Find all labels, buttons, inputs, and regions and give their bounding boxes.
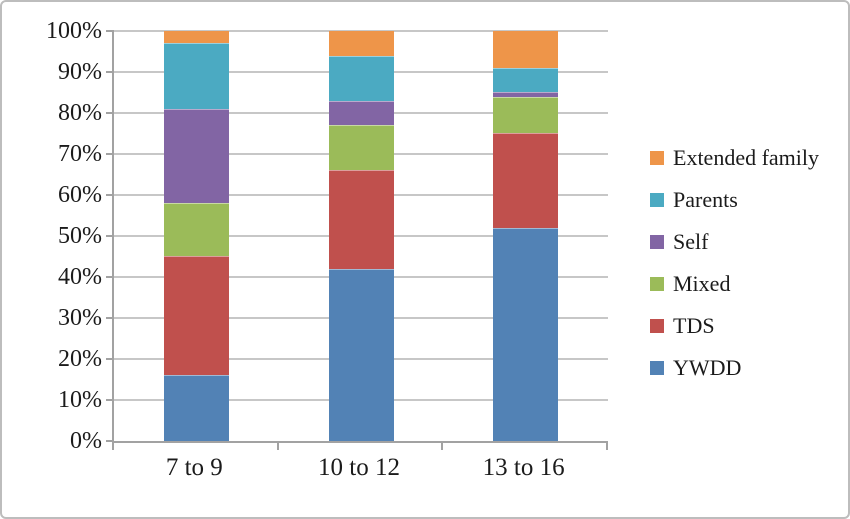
bar-7-to-9 bbox=[163, 31, 229, 441]
legend-label: YWDD bbox=[673, 355, 742, 380]
y-axis-tick-50 bbox=[106, 235, 114, 237]
legend: Extended family Parents Self Mixed TDS YWDD bbox=[650, 137, 819, 389]
segment-self bbox=[493, 92, 559, 97]
legend-swatch-icon bbox=[650, 235, 664, 249]
legend-label: Self bbox=[673, 229, 709, 254]
legend-label: Extended family bbox=[673, 145, 820, 170]
segment-tds bbox=[328, 170, 394, 269]
segment-self bbox=[163, 108, 229, 204]
y-axis-tick-70 bbox=[106, 153, 114, 155]
segment-ywdd bbox=[163, 375, 229, 441]
legend-item-extended-family: Extended family bbox=[650, 137, 819, 179]
y-axis-tick-60 bbox=[106, 194, 114, 196]
x-axis-label-13-to-16: 13 to 16 bbox=[482, 454, 565, 481]
y-axis-tick-80 bbox=[106, 112, 114, 114]
plot-area bbox=[112, 30, 608, 443]
legend-item-tds: TDS bbox=[650, 305, 819, 347]
x-axis-label-10-to-12: 10 to 12 bbox=[318, 454, 400, 481]
x-axis-label-7-to-9: 7 to 9 bbox=[165, 454, 223, 481]
y-axis-label-40: 40% bbox=[58, 264, 102, 290]
segment-tds bbox=[163, 256, 229, 376]
segment-parents bbox=[328, 55, 394, 101]
legend-swatch-icon bbox=[650, 193, 664, 207]
y-axis-label-60: 60% bbox=[58, 182, 102, 208]
segment-extended-family bbox=[163, 31, 229, 44]
y-axis-label-90: 90% bbox=[58, 59, 102, 85]
y-axis-tick-0 bbox=[106, 440, 114, 442]
legend-item-self: Self bbox=[650, 221, 819, 263]
x-axis-tick-1 bbox=[276, 443, 279, 450]
segment-mixed bbox=[493, 96, 559, 134]
segment-mixed bbox=[163, 203, 229, 257]
segment-extended-family bbox=[328, 31, 394, 56]
y-axis-label-100: 100% bbox=[46, 18, 102, 44]
legend-label: Parents bbox=[673, 187, 738, 212]
segment-extended-family bbox=[493, 31, 559, 68]
segment-parents bbox=[493, 67, 559, 93]
x-axis-tick-3 bbox=[606, 443, 608, 450]
segment-parents bbox=[163, 43, 229, 109]
y-axis-label-80: 80% bbox=[58, 100, 102, 126]
y-axis-tick-30 bbox=[106, 317, 114, 319]
segment-ywdd bbox=[328, 268, 394, 441]
y-axis-tick-90 bbox=[106, 71, 114, 73]
y-axis-tick-40 bbox=[106, 276, 114, 278]
y-axis-tick-20 bbox=[106, 358, 114, 360]
bar-10-to-12 bbox=[328, 31, 394, 441]
y-axis-label-0: 0% bbox=[70, 428, 102, 454]
legend-swatch-icon bbox=[650, 361, 664, 375]
segment-mixed bbox=[328, 125, 394, 171]
segment-ywdd bbox=[493, 227, 559, 441]
legend-swatch-icon bbox=[650, 319, 664, 333]
x-axis-tick-2 bbox=[441, 443, 444, 450]
y-axis-label-30: 30% bbox=[58, 305, 102, 331]
y-axis-label-20: 20% bbox=[58, 346, 102, 372]
legend-label: TDS bbox=[673, 313, 715, 338]
y-axis-label-50: 50% bbox=[58, 223, 102, 249]
y-axis-label-10: 10% bbox=[58, 387, 102, 413]
legend-label: Mixed bbox=[673, 271, 731, 296]
legend-swatch-icon bbox=[650, 151, 664, 165]
y-axis-tick-10 bbox=[106, 399, 114, 401]
legend-item-mixed: Mixed bbox=[650, 263, 819, 305]
legend-swatch-icon bbox=[650, 277, 664, 291]
segment-tds bbox=[493, 133, 559, 228]
x-axis-tick-0 bbox=[112, 443, 114, 450]
segment-self bbox=[328, 100, 394, 126]
y-axis-tick-100 bbox=[106, 30, 114, 32]
legend-item-parents: Parents bbox=[650, 179, 819, 221]
legend-item-ywdd: YWDD bbox=[650, 347, 819, 389]
bar-13-to-16 bbox=[493, 31, 559, 441]
y-axis-label-70: 70% bbox=[58, 141, 102, 167]
